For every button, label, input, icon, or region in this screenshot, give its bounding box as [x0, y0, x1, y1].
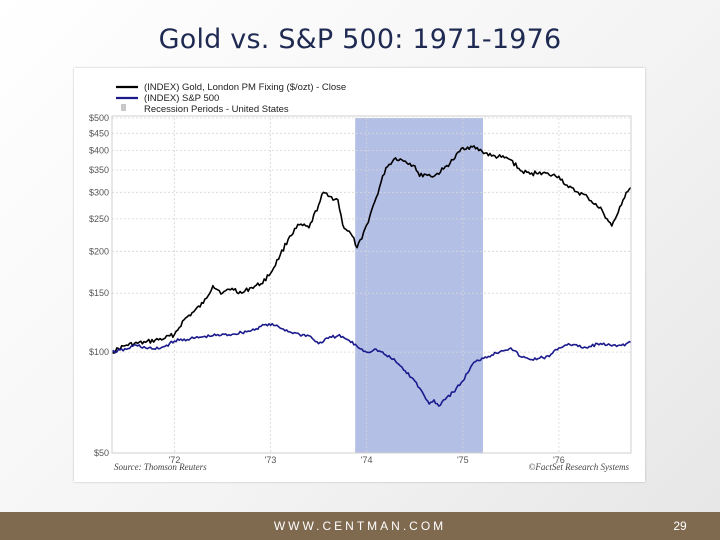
recession-band — [355, 118, 483, 453]
sp500-series-line — [111, 322, 632, 407]
x-tick-label: '72 — [169, 455, 181, 465]
y-tick-label: $250 — [89, 214, 109, 224]
footer-bar — [0, 512, 720, 540]
gold-vs-sp500-chart: $500 $450 $400 $350 $300 $250 $200 $150 $100 $50 '… — [89, 82, 632, 472]
chart-panel: $500 $450 $400 $350 $300 $250 $200 $150 $100 $50 '… — [74, 68, 645, 482]
legend-swatch — [121, 104, 126, 111]
y-tick-label: $100 — [89, 347, 109, 357]
y-tick-label: $150 — [89, 288, 109, 298]
footer-url: WWW.CENTMAN.COM — [273, 519, 447, 533]
x-tick-label: '75 — [457, 455, 469, 465]
y-tick-label: $400 — [89, 145, 109, 155]
plot-border — [111, 115, 632, 454]
y-tick-label: $50 — [94, 448, 109, 458]
x-tick-label: '74 — [361, 455, 373, 465]
source-left: Source: Thomson Reuters — [114, 462, 207, 472]
y-tick-label: $500 — [89, 113, 109, 123]
legend-label: (INDEX) S&P 500 — [144, 93, 219, 104]
source-right: ©FactSet Research Systems — [529, 462, 630, 472]
legend-label: Recession Periods - United States — [144, 104, 289, 115]
y-tick-label: $350 — [89, 165, 109, 175]
y-tick-label: $200 — [89, 246, 109, 256]
gold-series-line — [111, 145, 632, 354]
page-title: Gold vs. S&P 500: 1971-1976 — [158, 24, 562, 55]
y-tick-label: $450 — [89, 128, 109, 138]
y-tick-label: $300 — [89, 187, 109, 197]
page-number: 29 — [673, 519, 687, 533]
legend-label: (INDEX) Gold, London PM Fixing ($/ozt) -… — [144, 82, 346, 93]
x-tick-label: '76 — [553, 455, 565, 465]
x-tick-label: '73 — [265, 455, 277, 465]
